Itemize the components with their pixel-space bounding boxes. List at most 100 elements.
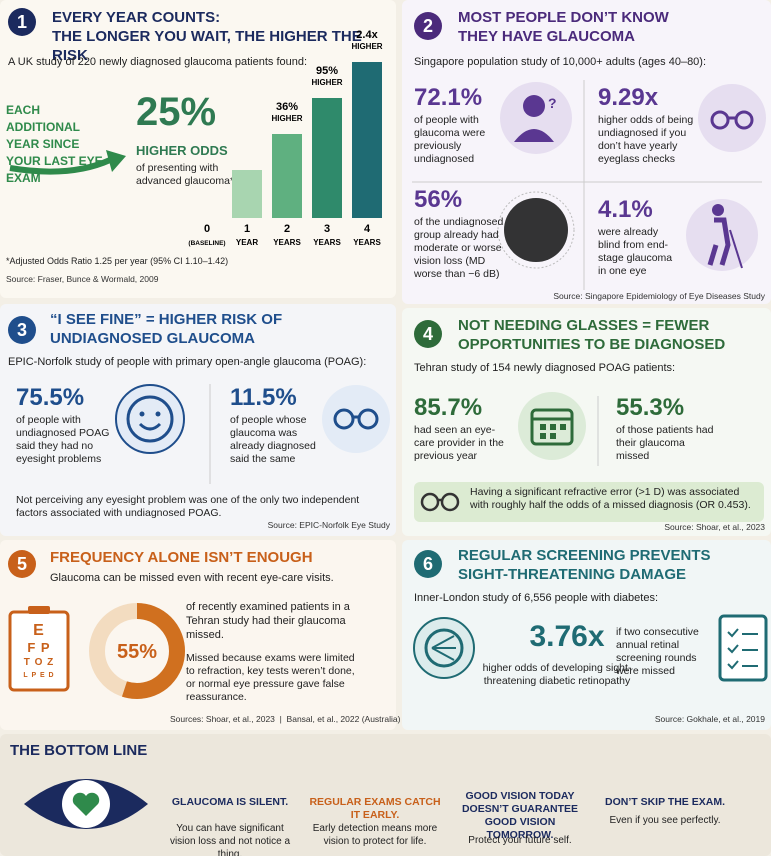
bar xyxy=(352,62,382,218)
title-line: SIGHT-THREATENING DAMAGE xyxy=(458,566,687,583)
panel: 4 NOT NEEDING GLASSES = FEWER OPPORTUNITI… xyxy=(402,308,771,536)
panel-number: 6 xyxy=(414,550,442,578)
panel-title: NOT NEEDING GLASSES = FEWER OPPORTUNITIES… xyxy=(458,316,725,354)
eye-chart-row: F P xyxy=(27,640,51,655)
stat-value: 55.3% xyxy=(616,394,685,421)
bar-label: 36% xyxy=(276,101,298,113)
eye-chart-row: E xyxy=(33,622,45,639)
note: Not perceiving any eyesight problem was … xyxy=(16,494,360,519)
icons xyxy=(414,392,764,522)
stat-value: 75.5% xyxy=(16,384,85,411)
bar xyxy=(272,134,302,218)
panel-title: “I SEE FINE” = HIGHER RISK OF UNDIAGNOSED… xyxy=(50,310,282,348)
stat-desc: of people with glaucoma were previously … xyxy=(414,114,486,165)
bottom-head: DON’T SKIP THE EXAM. xyxy=(605,796,725,808)
bar-label-sub: HIGHER xyxy=(351,42,382,51)
x-label: 0 xyxy=(204,223,210,235)
source: Sources: Shoar, et al., 2023 | Bansal, e… xyxy=(170,714,401,724)
x-label: 4 xyxy=(364,223,371,235)
panel: 3 “I SEE FINE” = HIGHER RISK OF UNDIAGNOS… xyxy=(0,304,396,536)
donut-arc xyxy=(89,603,185,699)
title-line: THE LONGER YOU WAIT, THE HIGHER THE RISK xyxy=(52,28,362,64)
eye-chart-row: T O Z xyxy=(23,657,55,668)
source: Source: Gokhale, et al., 2019 xyxy=(654,714,765,724)
bar xyxy=(312,98,342,218)
stat-value: 4.1% xyxy=(598,196,653,223)
title-line: NOT NEEDING GLASSES = FEWER xyxy=(458,317,710,334)
x-label-sub: YEAR xyxy=(236,238,258,247)
stat-desc: were already blind from end-stage glauco… xyxy=(598,226,673,277)
bar-chart: 36%HIGHER95%HIGHER2.4xHIGHER0(BASELINE)1… xyxy=(188,29,382,247)
intro: Glaucoma can be missed even with recent … xyxy=(50,572,334,584)
panel-number: 1 xyxy=(8,8,36,36)
stat-value: 11.5% xyxy=(230,384,297,411)
big-desc: of presenting with advanced glaucoma* xyxy=(136,162,235,187)
stat-desc: higher odds of being undiagnosed if you … xyxy=(598,114,694,165)
intro: Singapore population study of 10,000+ ad… xyxy=(414,56,707,68)
callout: EACH ADDITIONAL YEAR SINCE YOUR LAST EYE… xyxy=(6,103,103,185)
icons: ? xyxy=(412,80,766,290)
x-label-sub: YEARS xyxy=(353,238,381,247)
intro: Inner-London study of 6,556 people with … xyxy=(414,592,659,604)
note: Having a significant refractive error (>… xyxy=(470,486,751,511)
stat-value: 85.7% xyxy=(414,394,483,421)
bottom-head: REGULAR EXAMS CATCH IT EARLY. xyxy=(309,796,441,821)
panel-number: 5 xyxy=(8,550,36,578)
title-line: “I SEE FINE” = HIGHER RISK OF xyxy=(50,311,283,328)
svg-text:?: ? xyxy=(548,95,557,111)
panel-title: FREQUENCY ALONE ISN’T ENOUGH xyxy=(50,548,313,567)
bar-label: 2.4x xyxy=(356,29,378,41)
big-stat: 3.76x xyxy=(529,620,605,653)
intro: A UK study of 220 newly diagnosed glauco… xyxy=(8,56,308,68)
x-label: 1 xyxy=(244,223,250,235)
big-label: HIGHER ODDS xyxy=(136,143,228,158)
stat-desc: of people whose glaucoma was already dia… xyxy=(230,414,316,465)
intro: EPIC-Norfolk study of people with primar… xyxy=(8,356,367,368)
title-line: FREQUENCY ALONE ISN’T ENOUGH xyxy=(50,549,313,566)
bar-label-sub: HIGHER xyxy=(311,78,342,87)
intro: Tehran study of 154 newly diagnosed POAG… xyxy=(414,362,676,374)
x-label: 3 xyxy=(324,223,330,235)
title-line: EVERY YEAR COUNTS: xyxy=(52,9,221,26)
panel: 6 REGULAR SCREENING PREVENTS SIGHT-THREAT… xyxy=(402,540,771,730)
panel-number: 4 xyxy=(414,320,442,348)
x-label-sub: YEARS xyxy=(313,238,341,247)
x-label: 2 xyxy=(284,223,290,235)
bottom-title: THE BOTTOM LINE xyxy=(10,742,148,759)
panel-number: 3 xyxy=(8,316,36,344)
stat-value: 9.29x xyxy=(598,84,659,111)
eye-chart-icon xyxy=(8,606,70,692)
donut-chart: 55% xyxy=(89,603,185,699)
stat-desc: of people with undiagnosed POAG said the… xyxy=(16,414,110,465)
stat-text: of recently examined patients in a Tehra… xyxy=(186,601,350,641)
bar xyxy=(232,170,262,218)
x-label-sub: YEARS xyxy=(273,238,301,247)
bottom-body: Even if you see perfectly. xyxy=(609,815,721,826)
panel-title: EVERY YEAR COUNTS: THE LONGER YOU WAIT, T… xyxy=(52,8,396,65)
stat-value: 72.1% xyxy=(414,84,483,111)
donut-label: 55% xyxy=(117,641,157,663)
big-desc: higher odds of developing sight-threaten… xyxy=(482,662,632,687)
stat-desc: of those patients had their glaucoma mis… xyxy=(616,424,714,462)
title-line: REGULAR SCREENING PREVENTS xyxy=(458,547,711,564)
stat-value: 56% xyxy=(414,186,463,213)
icons xyxy=(413,614,768,682)
title-line: MOST PEOPLE DON’T KNOW xyxy=(458,9,669,26)
title-line: THEY HAVE GLAUCOMA xyxy=(458,28,635,45)
bar-label-sub: HIGHER xyxy=(271,114,302,123)
bottom-panel: THE BOTTOM LINE GLAUCOMA IS SILENT. You c… xyxy=(0,734,771,856)
stat-desc: Missed because exams were limited to ref… xyxy=(186,652,355,703)
footnote: *Adjusted Odds Ratio 1.25 per year (95% … xyxy=(6,256,229,266)
bar-label: 95% xyxy=(316,65,338,77)
panel: 5 FREQUENCY ALONE ISN’T ENOUGH Glaucoma … xyxy=(0,540,400,730)
icons xyxy=(115,384,390,484)
bottom-body: Early detection means more vision to pro… xyxy=(312,823,438,847)
panel-title: REGULAR SCREENING PREVENTS SIGHT-THREATEN… xyxy=(458,546,711,584)
title-line: OPPORTUNITIES TO BE DIAGNOSED xyxy=(458,336,726,353)
bottom-body: Protect your future self. xyxy=(468,835,572,846)
bottom-body: You can have significant vision loss and… xyxy=(169,823,291,856)
bottom-head: GLAUCOMA IS SILENT. xyxy=(171,796,289,808)
big-stat: 25% xyxy=(136,90,217,134)
x-label-sub: (BASELINE) xyxy=(188,240,225,247)
